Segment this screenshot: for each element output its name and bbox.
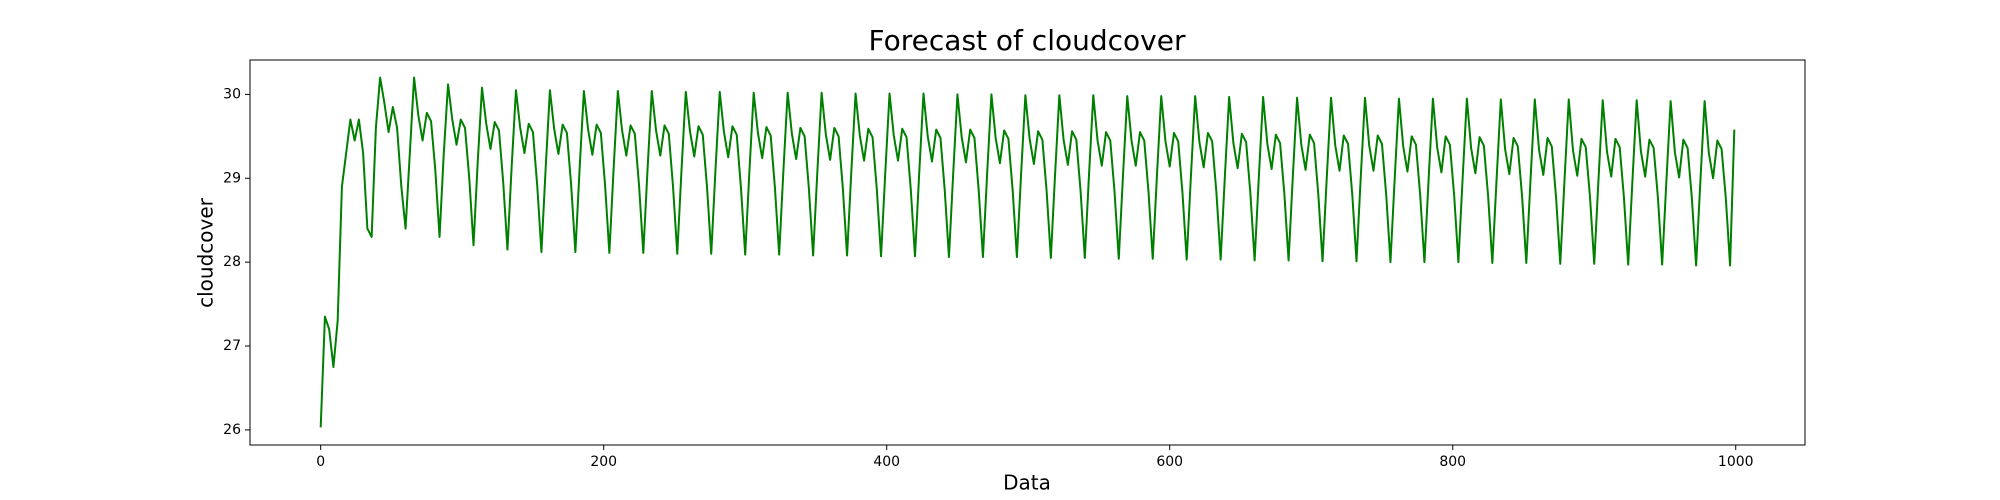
y-axis-label: cloudcover xyxy=(194,197,218,308)
plot-frame xyxy=(249,59,1806,446)
y-tick-label: 26 xyxy=(223,422,241,438)
y-tick-label: 28 xyxy=(223,254,241,270)
y-tick-label: 30 xyxy=(223,86,241,102)
x-tick-label: 1000 xyxy=(1718,454,1754,470)
y-tick-label: 27 xyxy=(223,338,241,354)
x-tick-label: 400 xyxy=(873,454,900,470)
x-tick-label: 200 xyxy=(590,454,617,470)
data-line xyxy=(319,76,1736,428)
x-tick-label: 0 xyxy=(316,454,325,470)
x-tick-label: 600 xyxy=(1156,454,1183,470)
y-tick-label: 29 xyxy=(223,170,241,186)
x-tick-label: 800 xyxy=(1439,454,1466,470)
chart-title: Forecast of cloudcover xyxy=(869,24,1186,57)
x-axis-label: Data xyxy=(1003,471,1051,495)
